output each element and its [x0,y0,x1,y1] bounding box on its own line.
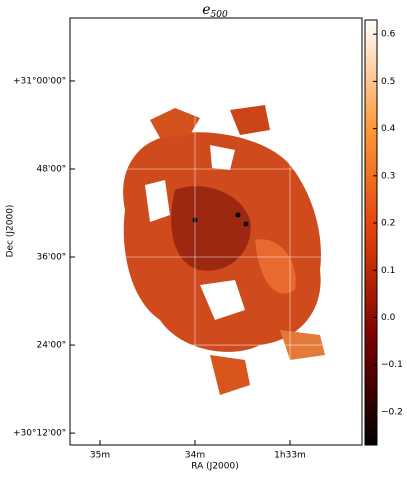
colorbar-tick-label: −0.2 [381,407,403,417]
grid [70,18,362,445]
y-tick-label: 48'00" [36,164,66,174]
y-axis-label: Dec (J2000) [6,205,16,258]
map-region [150,108,200,138]
colorbar-tick-label: 0.2 [381,219,395,229]
y-tick-label: +31°00'00" [13,76,66,86]
title-subscript: 500 [211,10,228,20]
colorbar-tick-label: 0.0 [381,313,396,323]
colorbar-tick-label: −0.1 [381,360,403,370]
map-region [230,105,270,135]
y-tick-label: +30°12'00" [13,429,66,439]
title-symbol: e [202,2,210,18]
map-region [210,355,250,395]
map-hole [145,180,170,222]
map [123,105,325,395]
plot-frame [69,17,363,446]
map-hole [200,280,245,320]
x-axis-label: RA (J2000) [191,462,239,472]
colorbar-tick-label: 0.4 [381,124,396,134]
x-tick-label: 34m [185,451,205,461]
colorbar-tick-label: 0.3 [381,171,395,181]
colorbar-tick-label: 0.5 [381,77,395,87]
y-tick-label: 36'00" [36,253,66,263]
chart-title: e500 [202,2,228,20]
map-point [235,212,241,218]
map-hole [210,145,235,170]
y-tick-label: 24'00" [36,341,66,351]
map-region [171,186,251,271]
map-region [255,239,296,294]
colorbar-tick-label: 0.1 [381,266,395,276]
map-point [243,221,249,227]
x-tick-label: 35m [90,451,110,461]
colorbar [364,19,378,446]
x-tick-label: 1h33m [274,451,306,461]
colorbar-tick-label: 0.6 [381,30,396,40]
